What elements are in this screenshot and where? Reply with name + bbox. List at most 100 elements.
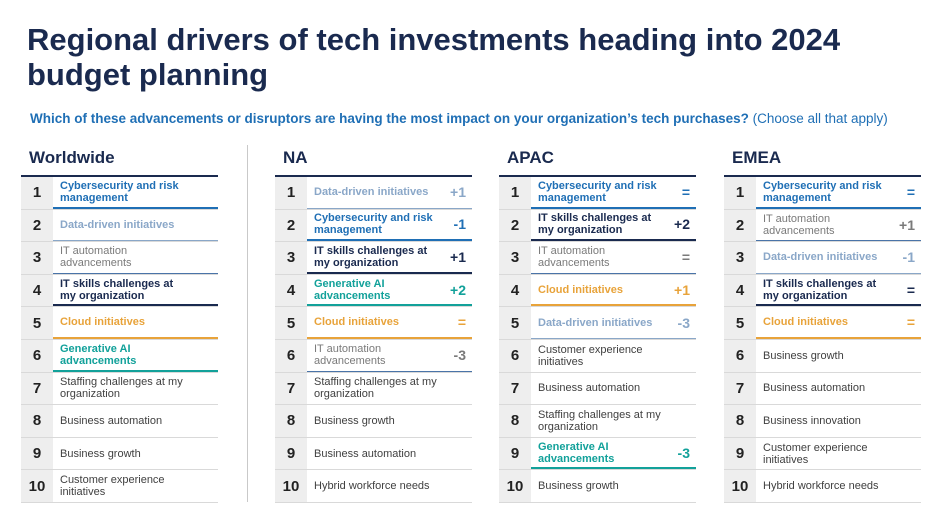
rank-change: +2 xyxy=(450,281,466,298)
driver-cell: Business growth xyxy=(307,405,472,437)
rank-number: 10 xyxy=(275,470,307,502)
ranking-list: 1 Data-driven initiatives +1 2 Cybersecurity… xyxy=(275,175,472,503)
ranking-row: 5 Data-driven initiatives -3 xyxy=(499,307,696,340)
rank-number: 1 xyxy=(21,177,53,209)
rank-number: 5 xyxy=(499,307,531,339)
driver-label: Cloud initiatives xyxy=(763,316,848,329)
ranking-row: 1 Cybersecurity and risk management = xyxy=(724,177,921,210)
rank-change: +1 xyxy=(450,184,466,201)
driver-cell: Business growth xyxy=(53,438,218,470)
ranking-row: 1 Cybersecurity and risk management xyxy=(21,177,218,210)
driver-cell: Staffing challenges at my organization xyxy=(53,373,218,405)
driver-cell: Cloud initiatives xyxy=(53,307,218,339)
survey-question: Which of these advancements or disruptor… xyxy=(30,111,935,127)
rank-number: 9 xyxy=(724,437,756,470)
driver-cell: Cloud initiatives = xyxy=(756,307,921,339)
driver-label: Business automation xyxy=(538,382,641,395)
ranking-list: 1 Cybersecurity and risk management = 2 IT a… xyxy=(724,175,921,503)
driver-label: Cybersecurity and risk management xyxy=(314,212,433,237)
rank-change: +1 xyxy=(674,281,690,298)
driver-label: Customer experience initiatives xyxy=(763,441,868,466)
driver-cell: Business growth xyxy=(531,470,696,502)
rank-number: 7 xyxy=(21,372,53,405)
driver-label: Business automation xyxy=(314,447,417,460)
ranking-row: 10 Customer experience initiatives xyxy=(21,470,218,503)
ranking-row: 9 Customer experience initiatives xyxy=(724,437,921,471)
region-title: EMEA xyxy=(732,148,782,167)
driver-cell: IT automation advancements +1 xyxy=(756,210,921,242)
driver-label: Cybersecurity and risk management xyxy=(763,179,882,204)
driver-cell: IT skills challenges at my organization xyxy=(53,275,218,307)
rank-number: 3 xyxy=(275,242,307,274)
rank-change: +1 xyxy=(899,216,915,233)
driver-label: Cloud initiatives xyxy=(314,316,399,329)
rank-number: 3 xyxy=(724,242,756,274)
ranking-row: 7 Staffing challenges at my organization xyxy=(275,372,472,406)
rank-number: 8 xyxy=(21,405,53,437)
driver-cell: Customer experience initiatives xyxy=(756,438,921,470)
ranking-row: 10 Hybrid workforce needs xyxy=(275,470,472,503)
rank-change: -1 xyxy=(453,216,466,233)
driver-label: Staffing challenges at my organization xyxy=(538,408,661,433)
rank-change: = xyxy=(906,183,915,200)
ranking-row: 10 Hybrid workforce needs xyxy=(724,470,921,503)
driver-label: Data-driven initiatives xyxy=(60,218,175,231)
ranking-row: 7 Business automation xyxy=(724,372,921,406)
driver-cell: Data-driven initiatives -3 xyxy=(531,307,696,339)
ranking-row: 4 Cloud initiatives +1 xyxy=(499,274,696,308)
driver-label: Customer experience initiatives xyxy=(538,343,643,368)
driver-cell: Business automation xyxy=(307,438,472,470)
region-title: NA xyxy=(283,148,308,167)
driver-label: Staffing challenges at my organization xyxy=(60,376,183,401)
rank-number: 6 xyxy=(724,339,756,372)
rank-number: 8 xyxy=(275,405,307,437)
driver-cell: IT skills challenges at my organization = xyxy=(756,275,921,307)
ranking-row: 2 Cybersecurity and risk management -1 xyxy=(275,209,472,243)
ranking-row: 9 Generative AI advancements -3 xyxy=(499,437,696,471)
rank-number: 2 xyxy=(275,209,307,242)
rank-number: 10 xyxy=(21,470,53,502)
rank-change: = xyxy=(681,183,690,200)
rank-number: 7 xyxy=(499,372,531,405)
rank-change: = xyxy=(457,314,466,331)
region-title: Worldwide xyxy=(29,148,115,167)
driver-cell: Data-driven initiatives +1 xyxy=(307,177,472,209)
driver-label: Data-driven initiatives xyxy=(538,316,653,329)
ranking-list: 1 Cybersecurity and risk management 2 Data-… xyxy=(21,175,218,503)
driver-label: Cybersecurity and risk management xyxy=(60,179,179,204)
question-text: Which of these advancements or disruptor… xyxy=(30,111,749,126)
ranking-row: 3 IT automation advancements xyxy=(21,242,218,275)
driver-label: Business growth xyxy=(60,447,141,460)
driver-label: Cybersecurity and risk management xyxy=(538,179,657,204)
driver-cell: Cybersecurity and risk management -1 xyxy=(307,210,472,242)
driver-cell: IT skills challenges at my organization +… xyxy=(531,210,696,242)
ranking-row: 5 Cloud initiatives = xyxy=(724,307,921,340)
question-note: (Choose all that apply) xyxy=(752,111,888,126)
ranking-row: 7 Staffing challenges at my organization xyxy=(21,372,218,406)
ranking-row: 5 Cloud initiatives xyxy=(21,307,218,340)
rank-number: 4 xyxy=(724,274,756,307)
driver-label: IT automation advancements xyxy=(763,212,835,237)
ranking-row: 1 Data-driven initiatives +1 xyxy=(275,177,472,210)
region-na: NA 1 Data-driven initiatives +1 2 Cybersecuri… xyxy=(275,148,472,503)
ranking-row: 8 Business automation xyxy=(21,405,218,438)
rank-change: -3 xyxy=(677,444,690,461)
rank-number: 1 xyxy=(724,177,756,209)
driver-label: Generative AI advancements xyxy=(314,277,391,302)
ranking-row: 10 Business growth xyxy=(499,470,696,503)
ranking-row: 9 Business automation xyxy=(275,437,472,471)
driver-label: IT automation advancements xyxy=(538,245,610,270)
region-title: APAC xyxy=(507,148,554,167)
driver-label: Generative AI advancements xyxy=(538,440,615,465)
driver-cell: Business automation xyxy=(53,405,218,437)
driver-label: Hybrid workforce needs xyxy=(763,480,879,493)
driver-label: IT skills challenges at my organization xyxy=(763,277,877,302)
driver-cell: Business innovation xyxy=(756,405,921,437)
driver-label: IT skills challenges at my organization xyxy=(60,277,174,302)
driver-label: IT skills challenges at my organization xyxy=(538,212,652,237)
rank-change: -1 xyxy=(902,249,915,266)
rank-number: 6 xyxy=(275,339,307,372)
ranking-row: 4 IT skills challenges at my organization… xyxy=(724,274,921,308)
rank-number: 4 xyxy=(21,274,53,307)
driver-cell: Data-driven initiatives xyxy=(53,210,218,242)
